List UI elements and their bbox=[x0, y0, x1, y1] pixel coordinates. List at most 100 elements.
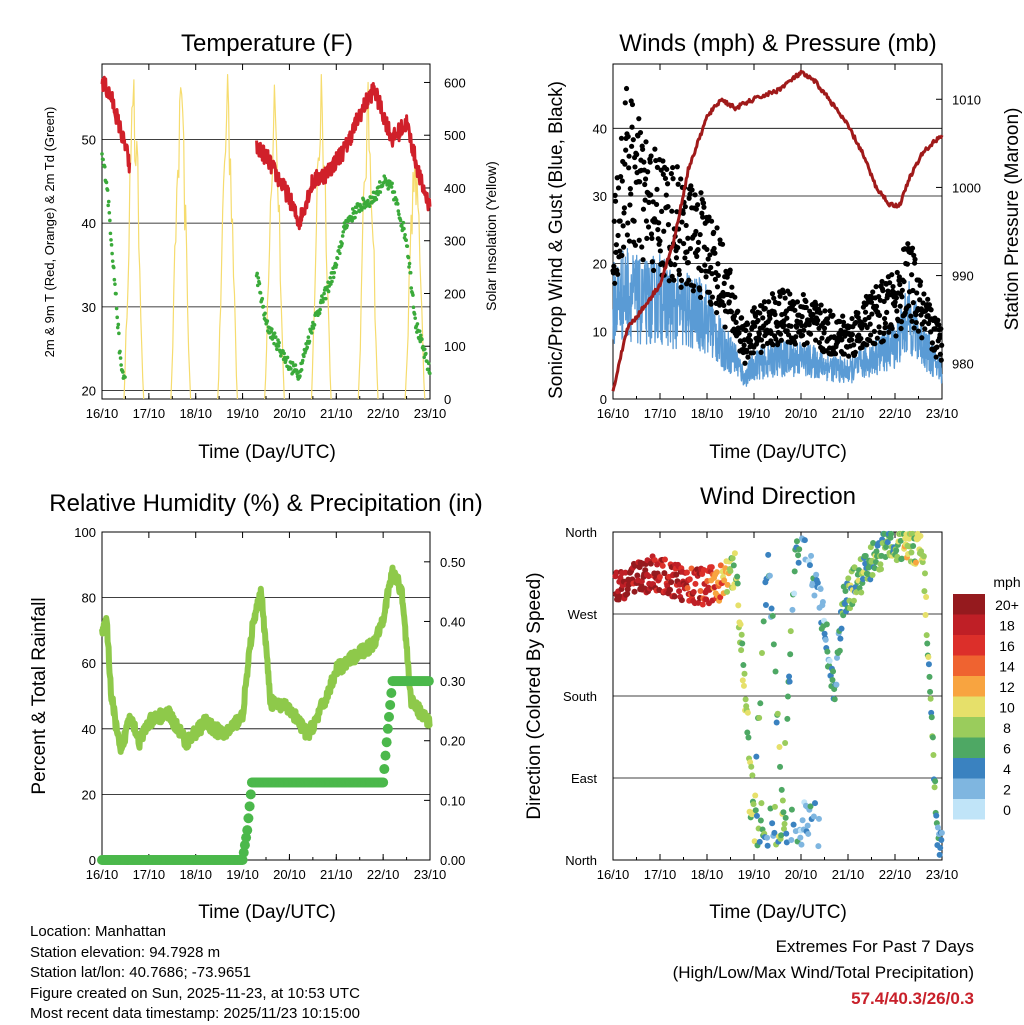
dewpoint-point bbox=[340, 241, 344, 246]
temperature-panel: Temperature (F) Time (Day/UTC) 2m & 9m T… bbox=[42, 30, 499, 463]
gust-point bbox=[695, 239, 702, 245]
direction-point bbox=[797, 834, 804, 841]
gust-point bbox=[810, 311, 816, 318]
colorbar-label: 20+ bbox=[995, 597, 1019, 613]
gust-point bbox=[912, 256, 918, 262]
gust-point bbox=[640, 206, 647, 212]
dewpoint-point bbox=[421, 344, 425, 349]
dewpoint-point bbox=[398, 218, 403, 223]
colorbar-label: 12 bbox=[999, 679, 1015, 695]
gust-point bbox=[640, 257, 646, 263]
gust-point bbox=[770, 342, 776, 348]
gust-point bbox=[615, 271, 621, 277]
y-tick-label: North bbox=[565, 853, 597, 868]
direction-point bbox=[617, 574, 624, 581]
temperature-plot-area: 16/10 17/10 18/10 19/10 20/10 21/10 22/10 23/10… bbox=[82, 63, 466, 421]
gust-point bbox=[816, 340, 823, 346]
gust-point bbox=[620, 223, 626, 229]
gust-point bbox=[625, 133, 631, 140]
gust-point bbox=[711, 245, 717, 252]
gust-point bbox=[882, 320, 889, 326]
gust-point bbox=[873, 303, 880, 309]
gust-point bbox=[908, 313, 914, 319]
direction-point bbox=[697, 587, 704, 594]
gust-point bbox=[628, 191, 634, 197]
direction-point bbox=[925, 653, 932, 660]
gust-point bbox=[694, 253, 700, 259]
direction-point bbox=[645, 573, 652, 580]
gust-point bbox=[677, 238, 683, 244]
info-elevation: Station elevation: 94.7928 m bbox=[30, 943, 221, 961]
direction-point bbox=[770, 641, 777, 648]
colorbar-swatch bbox=[953, 676, 985, 697]
gust-point bbox=[664, 166, 670, 172]
gust-point bbox=[697, 231, 703, 238]
direction-point bbox=[724, 588, 731, 595]
direction-point bbox=[616, 593, 623, 600]
gust-point bbox=[711, 229, 717, 235]
dewpoint-point bbox=[107, 210, 112, 215]
dewpoint-point bbox=[338, 251, 342, 256]
gust-point bbox=[874, 335, 880, 341]
dewpoint-point bbox=[279, 354, 283, 358]
direction-point bbox=[787, 651, 794, 658]
direction-point bbox=[925, 661, 932, 668]
direction-point bbox=[795, 552, 802, 559]
dewpoint-point bbox=[118, 356, 123, 360]
gust-point bbox=[671, 277, 677, 283]
direction-point bbox=[738, 631, 745, 638]
direction-point bbox=[821, 630, 828, 637]
dewpoint-point bbox=[366, 198, 370, 203]
direction-point bbox=[932, 778, 939, 785]
direction-point bbox=[642, 567, 649, 574]
gust-point bbox=[618, 135, 625, 141]
gust-point bbox=[937, 351, 944, 357]
winds-ylabel-right: Station Pressure (Maroon) bbox=[1002, 108, 1023, 331]
gust-point bbox=[653, 201, 660, 208]
direction-point bbox=[692, 580, 699, 587]
temperature-xlabel: Time (Day/UTC) bbox=[198, 442, 336, 463]
gust-point bbox=[919, 335, 925, 341]
dewpoint-point bbox=[299, 368, 304, 372]
direction-point bbox=[806, 562, 813, 569]
gust-point bbox=[678, 176, 684, 182]
direction-point bbox=[724, 581, 731, 588]
dewpoint-point bbox=[367, 204, 372, 209]
direction-point bbox=[810, 813, 817, 820]
gust-point bbox=[640, 146, 646, 152]
gust-point bbox=[660, 171, 666, 178]
direction-point bbox=[767, 805, 774, 812]
direction-point bbox=[683, 569, 690, 576]
direction-point bbox=[771, 803, 778, 810]
direction-point bbox=[824, 648, 831, 655]
y-tick-label: 20 bbox=[82, 787, 96, 802]
dewpoint-point bbox=[307, 339, 312, 344]
direction-point bbox=[774, 710, 781, 717]
gust-point bbox=[624, 232, 630, 238]
gust-point bbox=[925, 313, 931, 319]
dewpoint-point bbox=[412, 312, 417, 316]
gust-point bbox=[911, 260, 918, 266]
gust-point bbox=[708, 218, 715, 224]
gust-point bbox=[807, 331, 814, 337]
y-tick-label: 10 bbox=[593, 324, 607, 339]
gust-point bbox=[758, 349, 764, 355]
gust-point bbox=[898, 319, 905, 325]
dewpoint-point bbox=[311, 326, 316, 330]
direction-point bbox=[717, 562, 724, 569]
gust-point bbox=[637, 129, 644, 136]
dewpoint-point bbox=[415, 322, 420, 326]
gust-point bbox=[687, 191, 693, 197]
y-tick-label: North bbox=[565, 525, 597, 540]
gust-point bbox=[744, 321, 751, 327]
dewpoint-point bbox=[401, 220, 406, 225]
gust-point bbox=[910, 287, 916, 294]
x-tick-label: 17/10 bbox=[133, 867, 166, 882]
x-tick-label: 16/10 bbox=[597, 406, 630, 421]
dewpoint-point bbox=[422, 347, 427, 351]
colorbar-swatch bbox=[953, 758, 985, 779]
gust-point bbox=[885, 288, 891, 294]
gust-point bbox=[670, 176, 676, 182]
gust-point bbox=[825, 320, 831, 326]
gust-point bbox=[617, 248, 623, 254]
